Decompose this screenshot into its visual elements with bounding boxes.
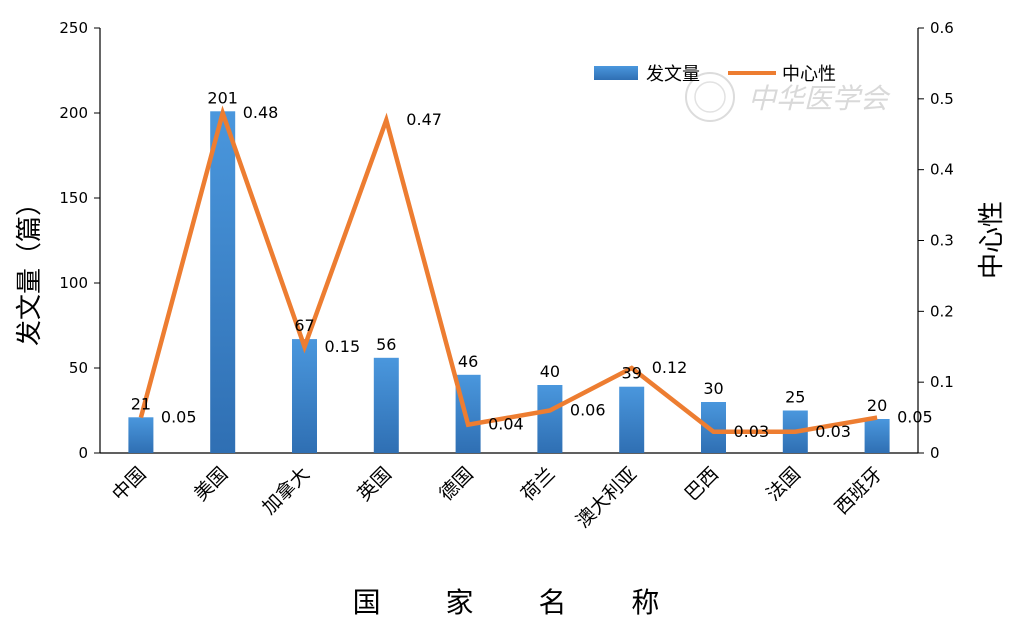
right-tick-label: 0.1 — [930, 373, 954, 391]
category-label: 美国 — [190, 463, 232, 505]
line-value-label: 0.15 — [325, 337, 361, 356]
category-label: 德国 — [435, 463, 477, 505]
centrality-line — [141, 113, 877, 432]
category-label: 荷兰 — [517, 463, 559, 505]
left-tick-label: 150 — [59, 189, 88, 207]
category-label: 法国 — [762, 463, 804, 505]
left-axis-title: 发文量（篇） — [15, 190, 45, 346]
bar-value-label: 30 — [703, 379, 723, 398]
category-labels: 中国美国加拿大英国德国荷兰澳大利亚巴西法国西班牙 — [108, 462, 887, 532]
left-tick-label: 100 — [59, 274, 88, 292]
bar-data-labels: 21 201 67 56 46 40 39 30 25 20 — [131, 88, 888, 415]
category-label: 西班牙 — [831, 463, 887, 519]
right-tick-label: 0.6 — [930, 19, 954, 37]
bar — [619, 387, 644, 453]
left-axis-ticks: 0 50 100 150 200 250 — [59, 19, 100, 462]
line-value-label: 0.04 — [488, 415, 524, 434]
bar — [210, 111, 235, 453]
left-tick-label: 200 — [59, 104, 88, 122]
line-value-label: 0.05 — [897, 408, 933, 427]
bar — [865, 419, 890, 453]
line-value-label: 0.12 — [652, 358, 688, 377]
bar-value-label: 21 — [131, 394, 151, 413]
category-label: 加拿大 — [257, 462, 314, 519]
legend-bar-swatch — [594, 66, 638, 80]
right-tick-label: 0.3 — [930, 232, 954, 250]
bar-value-label: 201 — [207, 88, 238, 107]
category-label: 中国 — [108, 463, 150, 505]
line-value-label: 0.03 — [734, 422, 770, 441]
right-axis-title: 中心性 — [977, 201, 1007, 279]
right-tick-label: 0.5 — [930, 90, 954, 108]
category-label: 巴西 — [681, 463, 723, 505]
bar-value-label: 46 — [458, 352, 478, 371]
line-value-label: 0.47 — [406, 110, 442, 129]
legend-item-bar: 发文量 — [646, 64, 700, 85]
right-tick-label: 0.2 — [930, 302, 954, 320]
right-tick-label: 0 — [930, 444, 940, 462]
right-tick-label: 0.4 — [930, 161, 954, 179]
bar — [128, 417, 153, 453]
bar — [292, 339, 317, 453]
bar-value-label: 20 — [867, 396, 887, 415]
bar-value-label: 67 — [294, 316, 314, 335]
line-value-label: 0.48 — [243, 103, 279, 122]
left-tick-label: 50 — [69, 359, 88, 377]
line-value-label: 0.03 — [815, 422, 851, 441]
bar-series — [128, 111, 889, 453]
left-tick-label: 250 — [59, 19, 88, 37]
bar-value-label: 40 — [540, 362, 560, 381]
bar-value-label: 39 — [622, 364, 642, 383]
line-series — [141, 113, 877, 432]
bar-value-label: 25 — [785, 388, 805, 407]
right-axis-ticks: 0 0.1 0.2 0.3 0.4 0.5 0.6 — [918, 19, 954, 462]
left-tick-label: 0 — [78, 444, 88, 462]
bar-value-label: 56 — [376, 335, 396, 354]
category-label: 英国 — [353, 463, 395, 505]
x-axis-title: 国 家 名 称 — [353, 586, 688, 619]
watermark-text: 中华医学会 — [748, 82, 891, 115]
legend-item-line: 中心性 — [782, 64, 836, 85]
line-value-label: 0.05 — [161, 408, 197, 427]
category-label: 澳大利亚 — [572, 463, 641, 532]
line-value-label: 0.06 — [570, 401, 606, 420]
bar — [374, 358, 399, 453]
bar — [537, 385, 562, 453]
